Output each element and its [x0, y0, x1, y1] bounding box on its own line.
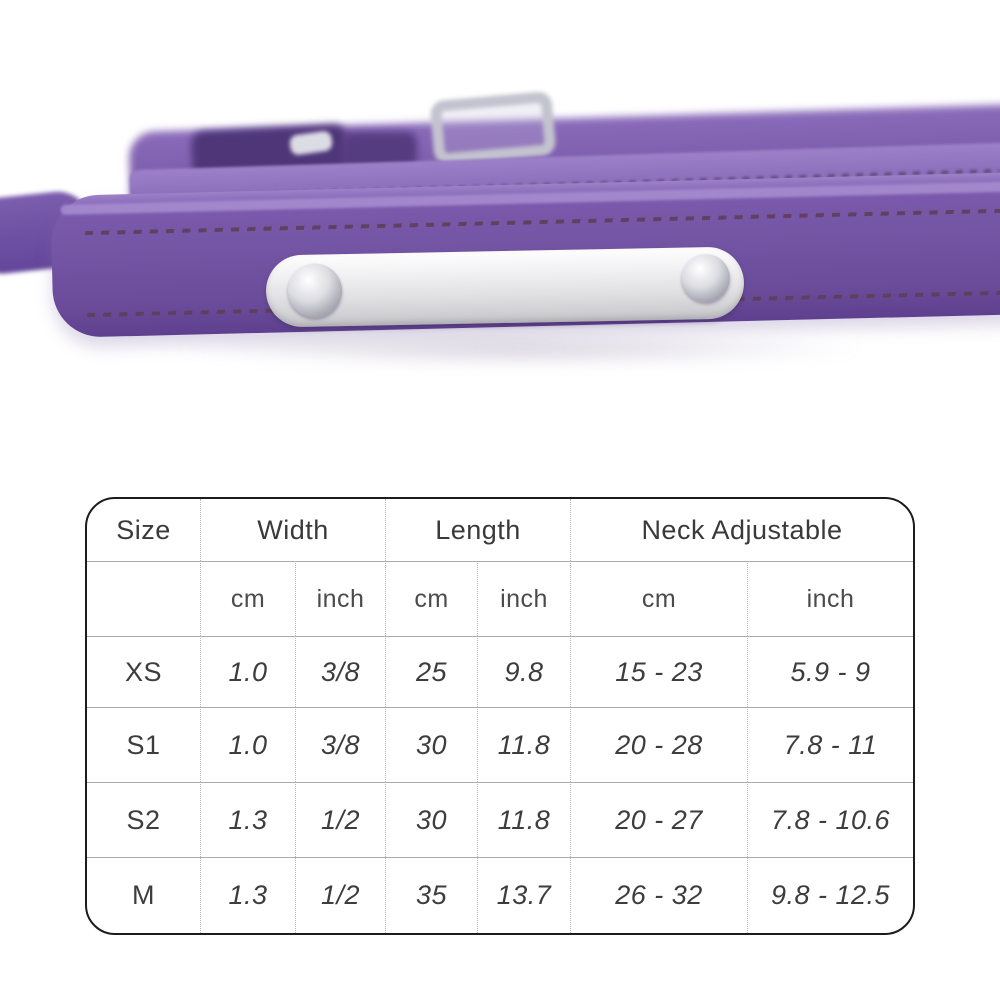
nameplate — [265, 246, 745, 328]
col-header-width: Width — [200, 499, 385, 561]
table-cell: 13.7 — [477, 857, 570, 933]
table-cell: 9.8 - 12.5 — [747, 857, 913, 933]
row-label-s1: S1 — [87, 707, 200, 782]
rivet-icon — [287, 263, 343, 319]
table-cell: 1/2 — [295, 782, 385, 857]
blank-cell — [87, 561, 200, 636]
table-cell: 3/8 — [295, 636, 385, 707]
table-cell: 25 — [385, 636, 477, 707]
unit-width-cm: cm — [200, 561, 295, 636]
table-cell: 1.0 — [200, 707, 295, 782]
row-label-xs: XS — [87, 636, 200, 707]
stitching — [85, 207, 1000, 236]
col-header-length: Length — [385, 499, 570, 561]
unit-length-cm: cm — [385, 561, 477, 636]
table-cell: 9.8 — [477, 636, 570, 707]
table-cell: 1.3 — [200, 857, 295, 933]
product-photo — [0, 0, 1000, 480]
table-cell: 15 - 23 — [570, 636, 747, 707]
table-cell: 11.8 — [477, 782, 570, 857]
size-chart-table: Size Width Length Neck Adjustable cm inc… — [85, 497, 915, 935]
table-cell: 11.8 — [477, 707, 570, 782]
table-cell: 5.9 - 9 — [747, 636, 913, 707]
table-cell: 1/2 — [295, 857, 385, 933]
table-cell: 20 - 28 — [570, 707, 747, 782]
unit-neck-cm: cm — [570, 561, 747, 636]
table-cell: 7.8 - 11 — [747, 707, 913, 782]
table-cell: 35 — [385, 857, 477, 933]
rivet-icon — [681, 253, 731, 303]
table-cell: 1.0 — [200, 636, 295, 707]
collar-shadow — [170, 330, 870, 368]
row-label-s2: S2 — [87, 782, 200, 857]
table-cell: 20 - 27 — [570, 782, 747, 857]
table-cell: 30 — [385, 782, 477, 857]
table-cell: 30 — [385, 707, 477, 782]
table-cell: 7.8 - 10.6 — [747, 782, 913, 857]
table-cell: 3/8 — [295, 707, 385, 782]
unit-neck-inch: inch — [747, 561, 913, 636]
buckle-icon — [429, 90, 557, 166]
table-cell: 1.3 — [200, 782, 295, 857]
row-label-m: M — [87, 857, 200, 933]
col-header-neck: Neck Adjustable — [570, 499, 913, 561]
table-cell: 26 - 32 — [570, 857, 747, 933]
unit-width-inch: inch — [295, 561, 385, 636]
col-header-size: Size — [116, 514, 171, 545]
unit-length-inch: inch — [477, 561, 570, 636]
